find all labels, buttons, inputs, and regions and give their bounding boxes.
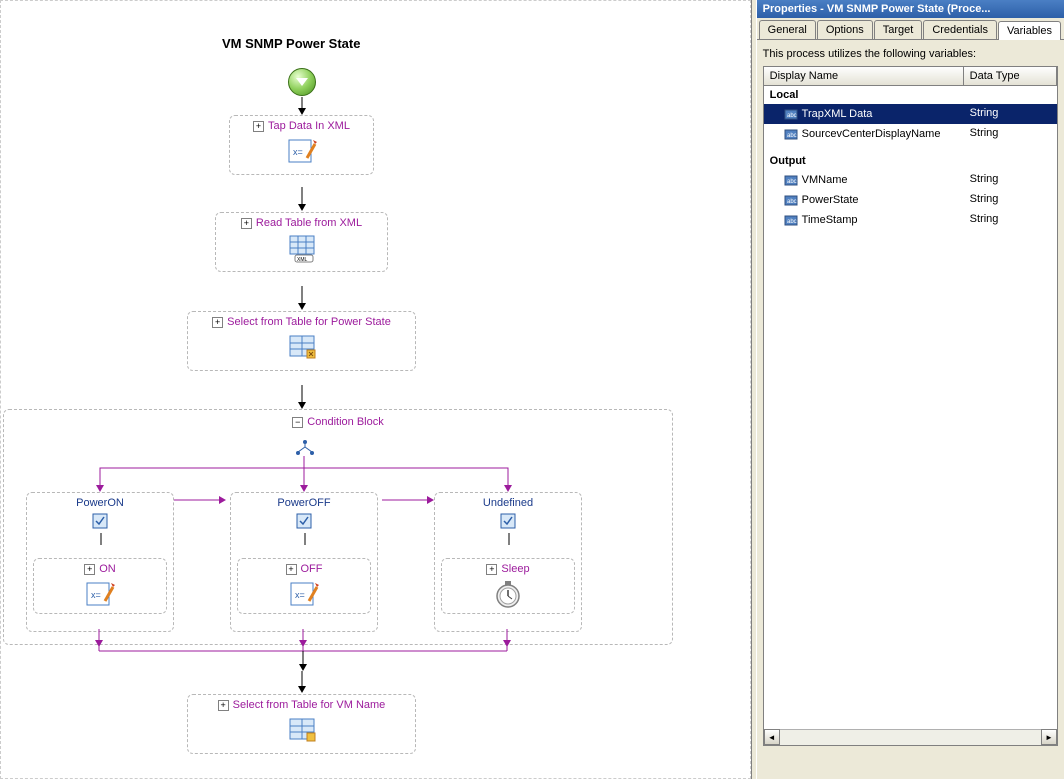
connector-arrow	[297, 671, 307, 693]
svg-text:abc: abc	[787, 199, 797, 205]
node-label: OFF	[301, 563, 323, 575]
workflow-canvas[interactable]: VM SNMP Power State + Tap Data In XML x=…	[0, 0, 751, 779]
svg-text:x=: x=	[91, 590, 101, 600]
variables-intro: This process utilizes the following vari…	[763, 48, 1058, 60]
var-name: VMName	[802, 174, 848, 186]
svg-text:abc: abc	[787, 113, 797, 119]
branch-title: PowerON	[27, 497, 173, 509]
table-row[interactable]: abc SourcevCenterDisplayName String	[764, 124, 1057, 144]
xml-table-icon: XML	[287, 233, 317, 263]
var-type: String	[964, 172, 1057, 188]
section-local: Local	[764, 86, 1057, 104]
table-row[interactable]: abc TimeStamp String	[764, 210, 1057, 230]
svg-text:XML: XML	[297, 257, 308, 263]
properties-panel: Properties - VM SNMP Power State (Proce.…	[757, 0, 1064, 779]
var-name: PowerState	[802, 194, 859, 206]
svg-text:abc: abc	[787, 219, 797, 225]
variable-icon: abc	[784, 127, 798, 141]
node-select-power[interactable]: + Select from Table for Power State	[187, 311, 416, 371]
expand-toggle[interactable]: +	[253, 121, 264, 132]
svg-text:abc: abc	[787, 179, 797, 185]
section-output: Output	[764, 152, 1057, 170]
tab-target[interactable]: Target	[874, 20, 923, 39]
var-name: TimeStamp	[802, 214, 858, 226]
branch-poweron[interactable]: PowerON + ON x=	[26, 492, 174, 632]
table-row[interactable]: abc VMName String	[764, 170, 1057, 190]
node-on[interactable]: + ON x=	[33, 558, 167, 614]
svg-text:x=: x=	[293, 147, 303, 157]
start-node[interactable]	[288, 68, 316, 96]
node-select-vmname[interactable]: + Select from Table for VM Name	[187, 694, 416, 754]
node-condition-block[interactable]: − Condition Block	[3, 409, 673, 645]
variables-table[interactable]: Display Name Data Type Local abc TrapXML…	[763, 66, 1058, 746]
branch-undefined[interactable]: Undefined + Sleep	[434, 492, 582, 632]
node-off[interactable]: + OFF x=	[237, 558, 371, 614]
var-type: String	[964, 106, 1057, 122]
expand-toggle[interactable]: +	[286, 564, 297, 575]
condition-merge-connector	[1, 629, 671, 671]
branch-poweroff[interactable]: PowerOFF + OFF x=	[230, 492, 378, 632]
node-label: Tap Data In XML	[268, 120, 350, 132]
node-label: ON	[99, 563, 116, 575]
node-label: Read Table from XML	[256, 217, 362, 229]
connector-arrow	[297, 97, 307, 115]
scroll-track[interactable]	[780, 729, 1041, 745]
var-type: String	[964, 192, 1057, 208]
branch-inner-connector	[27, 533, 175, 549]
connector-arrow	[297, 286, 307, 310]
svg-text:x=: x=	[295, 590, 305, 600]
table-select-icon	[287, 715, 317, 745]
node-tap-data[interactable]: + Tap Data In XML x=	[229, 115, 374, 175]
edit-xy-icon: x=	[85, 579, 115, 609]
node-sleep[interactable]: + Sleep	[441, 558, 575, 614]
col-data-type[interactable]: Data Type	[964, 67, 1057, 85]
branch-inner-connector	[435, 533, 583, 549]
table-select-icon	[287, 332, 317, 362]
tab-options[interactable]: Options	[817, 20, 873, 39]
node-label: Sleep	[501, 563, 529, 575]
tab-general[interactable]: General	[759, 20, 816, 39]
horizontal-scrollbar[interactable]: ◄ ►	[764, 729, 1057, 745]
table-header: Display Name Data Type	[764, 67, 1057, 86]
variable-icon: abc	[784, 193, 798, 207]
var-type: String	[964, 126, 1057, 142]
expand-toggle[interactable]: +	[212, 317, 223, 328]
expand-toggle[interactable]: +	[218, 700, 229, 711]
connector-arrow	[297, 187, 307, 211]
tabs-row: General Options Target Credentials Varia…	[757, 18, 1064, 40]
branch-icon	[294, 511, 314, 531]
variable-icon: abc	[784, 173, 798, 187]
panel-title: Properties - VM SNMP Power State (Proce.…	[757, 0, 1064, 18]
start-arrow-icon	[296, 78, 308, 86]
branch-icon	[498, 511, 518, 531]
edit-xy-icon: x=	[289, 579, 319, 609]
expand-toggle[interactable]: +	[84, 564, 95, 575]
branch-icon	[90, 511, 110, 531]
variable-icon: abc	[784, 107, 798, 121]
stopwatch-icon	[493, 579, 523, 609]
node-label: Select from Table for Power State	[227, 316, 391, 328]
branch-inner-connector	[231, 533, 379, 549]
col-display-name[interactable]: Display Name	[764, 67, 964, 85]
scroll-left-button[interactable]: ◄	[764, 729, 780, 745]
variable-icon: abc	[784, 213, 798, 227]
branch-title: PowerOFF	[231, 497, 377, 509]
node-read-table[interactable]: + Read Table from XML XML	[215, 212, 388, 272]
var-name: SourcevCenterDisplayName	[802, 128, 941, 140]
tab-credentials[interactable]: Credentials	[923, 20, 997, 39]
node-label: Select from Table for VM Name	[233, 699, 386, 711]
expand-toggle[interactable]: +	[241, 218, 252, 229]
var-name: TrapXML Data	[802, 108, 873, 120]
table-row[interactable]: abc TrapXML Data String	[764, 104, 1057, 124]
table-row[interactable]: abc PowerState String	[764, 190, 1057, 210]
tab-variables[interactable]: Variables	[998, 21, 1061, 40]
scroll-right-button[interactable]: ►	[1041, 729, 1057, 745]
expand-toggle[interactable]: +	[486, 564, 497, 575]
branch-title: Undefined	[435, 497, 581, 509]
var-type: String	[964, 212, 1057, 228]
svg-text:abc: abc	[787, 133, 797, 139]
edit-xy-icon: x=	[287, 136, 317, 166]
connector-arrow	[297, 385, 307, 409]
workflow-title: VM SNMP Power State	[222, 36, 360, 51]
